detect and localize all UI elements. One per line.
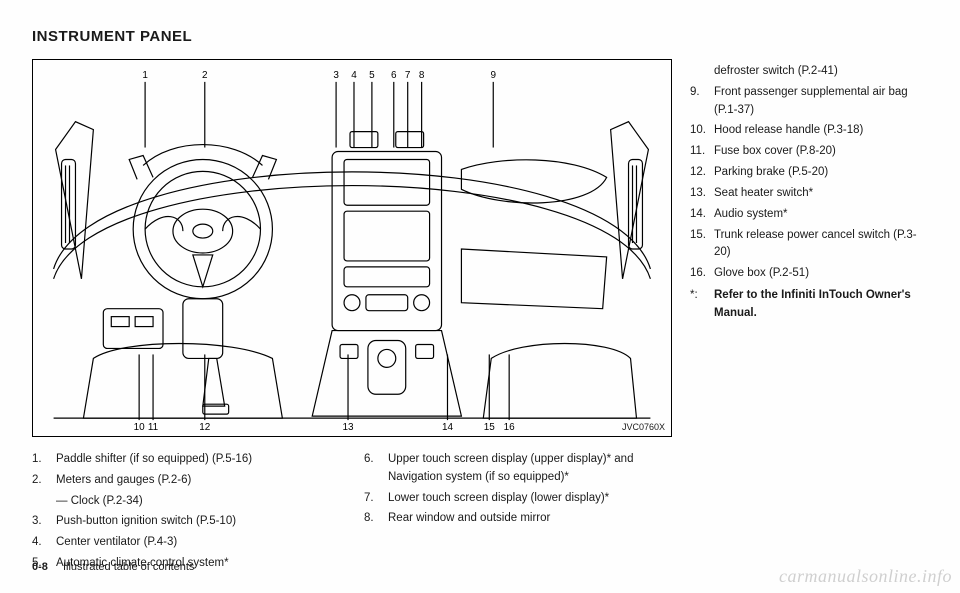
footnote-text: Refer to the Infiniti InTouch Owner's Ma… [714,287,928,323]
legend-item-number: 9. [690,84,714,120]
legend-item-number: 12. [690,164,714,182]
legend-item-number: 10. [690,122,714,140]
legend-item-number: 8. [364,510,388,528]
legend-item-number: 16. [690,265,714,283]
callout-number: 14 [442,422,454,433]
legend-subitem: — Clock (P.2-34) [32,493,340,511]
legend-item: 10.Hood release handle (P.3-18) [690,122,928,140]
callout-number: 7 [405,70,411,81]
callout-number: 8 [419,70,425,81]
legend-item-number: 14. [690,206,714,224]
legend-item-text: Hood release handle (P.3-18) [714,122,928,140]
legend-item: 14.Audio system* [690,206,928,224]
callout-number: 12 [199,422,211,433]
legend-item-number: 6. [364,451,388,487]
diagram-id-label: JVC0760X [622,422,665,432]
callout-number: 10 [134,422,146,433]
footer-section-title: Illustrated table of contents [63,561,194,573]
legend-item: defroster switch (P.2-41) [690,63,928,81]
legend-item-text: Push-button ignition switch (P.5-10) [56,513,340,531]
callout-number: 2 [202,70,208,81]
footnote-marker: *: [690,287,714,323]
callout-number: 3 [333,70,339,81]
legend-col-right: defroster switch (P.2-41)9.Front passeng… [690,59,928,576]
legend-item-text: Fuse box cover (P.8-20) [714,143,928,161]
legend-item: 15.Trunk release power cancel switch (P.… [690,227,928,263]
callout-number: 9 [490,70,496,81]
callout-number: 5 [369,70,375,81]
legend-item: 4.Center ventilator (P.4-3) [32,534,340,552]
legend-item-number: 3. [32,513,56,531]
legend-item-number: 4. [32,534,56,552]
legend-lower-columns: 1.Paddle shifter (if so equipped) (P.5-1… [32,451,672,576]
watermark: carmanualsonline.info [779,566,952,587]
legend-item-text: Lower touch screen display (lower displa… [388,490,672,508]
callout-number: 6 [391,70,397,81]
legend-item-text: Glove box (P.2-51) [714,265,928,283]
legend-item: 6.Upper touch screen display (upper disp… [364,451,672,487]
legend-item-number: 2. [32,472,56,490]
legend-item-text: Parking brake (P.5-20) [714,164,928,182]
legend-item-number [690,63,714,81]
legend-footnote: *:Refer to the Infiniti InTouch Owner's … [690,287,928,323]
callout-number: 16 [504,422,516,433]
callout-number: 13 [342,422,354,433]
left-block: 123456789 10111213141516 [32,59,672,576]
legend-item-text: Upper touch screen display (upper displa… [388,451,672,487]
legend-item: 2.Meters and gauges (P.2-6) [32,472,340,490]
legend-item-text: Meters and gauges (P.2-6) [56,472,340,490]
callout-number: 15 [484,422,496,433]
legend-item-number: 7. [364,490,388,508]
content-row: 123456789 10111213141516 [32,59,928,576]
callout-number: 11 [148,422,159,433]
legend-item-text: Center ventilator (P.4-3) [56,534,340,552]
legend-item: 13.Seat heater switch* [690,185,928,203]
legend-item: 7.Lower touch screen display (lower disp… [364,490,672,508]
legend-item-number: 1. [32,451,56,469]
legend-item: 8.Rear window and outside mirror [364,510,672,528]
legend-item: 16.Glove box (P.2-51) [690,265,928,283]
legend-item-text: Rear window and outside mirror [388,510,672,528]
callout-number: 1 [142,70,148,81]
legend-item: 1.Paddle shifter (if so equipped) (P.5-1… [32,451,340,469]
legend-col-2: 6.Upper touch screen display (upper disp… [364,451,672,576]
legend-item: 11.Fuse box cover (P.8-20) [690,143,928,161]
dashboard-diagram: 123456789 10111213141516 [32,59,672,437]
legend-item-text: Seat heater switch* [714,185,928,203]
legend-item-text: Trunk release power cancel switch (P.3-2… [714,227,928,263]
dashboard-svg: 123456789 10111213141516 [33,60,671,436]
page-footer: 0-8 Illustrated table of contents [32,561,194,573]
legend-item: 3.Push-button ignition switch (P.5-10) [32,513,340,531]
legend-item-number: 11. [690,143,714,161]
legend-item: 12.Parking brake (P.5-20) [690,164,928,182]
page-title: INSTRUMENT PANEL [32,28,928,45]
legend-item-text: Front passenger supplemental air bag (P.… [714,84,928,120]
legend-col-1: 1.Paddle shifter (if so equipped) (P.5-1… [32,451,340,576]
legend-item-text: defroster switch (P.2-41) [714,63,928,81]
legend-item-text: Audio system* [714,206,928,224]
legend-item-number: 13. [690,185,714,203]
legend-item: 9.Front passenger supplemental air bag (… [690,84,928,120]
callout-number: 4 [351,70,357,81]
legend-item-number: 15. [690,227,714,263]
footer-page-number: 0-8 [32,561,48,573]
legend-item-text: Paddle shifter (if so equipped) (P.5-16) [56,451,340,469]
